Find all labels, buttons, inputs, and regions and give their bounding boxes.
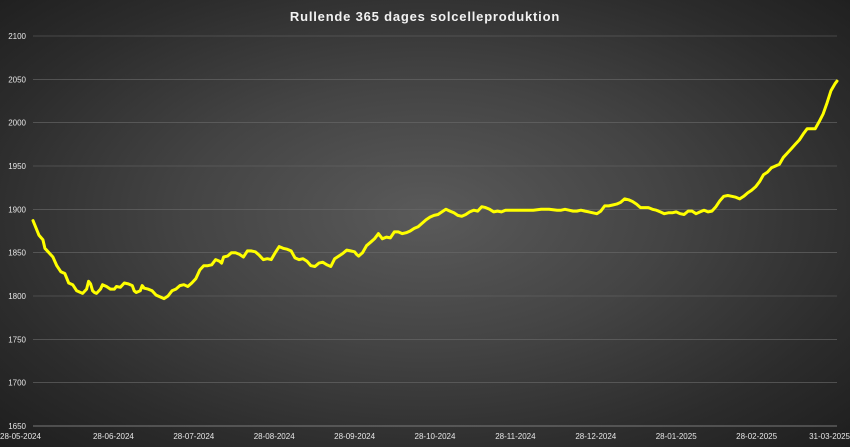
y-tick-label: 2050 (8, 75, 26, 84)
x-tick-label: 28-12-2024 (575, 432, 616, 441)
x-tick-label: 28-02-2025 (736, 432, 777, 441)
x-tick-label: 28-10-2024 (415, 432, 456, 441)
y-tick-label: 1750 (8, 335, 26, 344)
x-tick-label: 28-09-2024 (334, 432, 375, 441)
chart-title: Rullende 365 dages solcelleproduktion (290, 9, 560, 24)
y-tick-label: 1800 (8, 292, 26, 301)
y-tick-label: 1950 (8, 162, 26, 171)
series-line (31, 79, 839, 301)
y-tick-label: 1700 (8, 379, 26, 388)
grid-lines (33, 35, 837, 427)
x-tick-label: 28-01-2025 (656, 432, 697, 441)
y-tick-label: 2100 (8, 32, 26, 41)
series-group (31, 79, 839, 301)
y-tick-label: 1650 (8, 422, 26, 431)
y-tick-label: 2000 (8, 119, 26, 128)
x-tick-label: 31-03-2025 (809, 432, 850, 441)
x-tick-label: 28-06-2024 (93, 432, 134, 441)
x-axis-tick-labels: 28-05-2024 28-06-2024 28-07-2024 28-08-2024… (0, 432, 850, 441)
x-tick-label: 28-07-2024 (173, 432, 214, 441)
y-tick-label: 1900 (8, 205, 26, 214)
y-axis-tick-labels: 1650 1700 1750 1800 1850 1900 1950 2000 2050 2100 (8, 32, 26, 431)
x-tick-label: 28-05-2024 (0, 432, 41, 441)
y-tick-label: 1850 (8, 249, 26, 258)
x-tick-label: 28-11-2024 (495, 432, 536, 441)
x-tick-label: 28-08-2024 (254, 432, 295, 441)
